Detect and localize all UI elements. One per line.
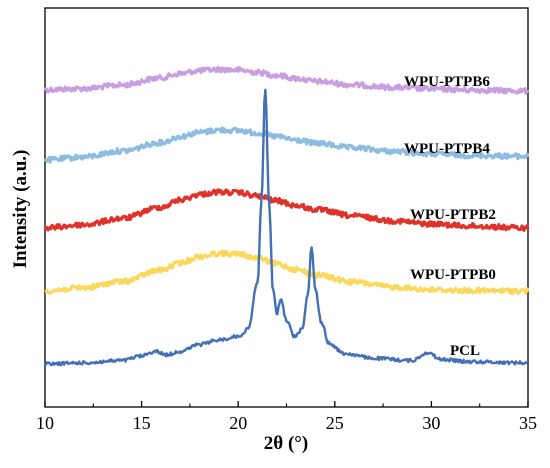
x-tick-label-25: 25 bbox=[326, 413, 344, 433]
series-labels: WPU-PTPB6 WPU-PTPB4 WPU-PTPB2 WPU-PTPB0 PCL bbox=[404, 74, 496, 359]
series-line-pcl bbox=[44, 88, 529, 367]
x-tick-label-30: 30 bbox=[422, 413, 440, 433]
x-axis-title: 2θ (°) bbox=[264, 433, 308, 454]
series-label-wpu-ptpb6: WPU-PTPB6 bbox=[404, 74, 490, 90]
series-line-wpu-ptpb0 bbox=[44, 249, 530, 296]
series-line-wpu-ptpb2 bbox=[43, 188, 530, 232]
series-line-wpu-ptpb4 bbox=[43, 126, 530, 164]
series-label-wpu-ptpb4: WPU-PTPB4 bbox=[404, 141, 490, 157]
series-line-wpu-ptpb6 bbox=[43, 65, 530, 95]
x-tick-label-20: 20 bbox=[229, 413, 247, 433]
series-label-wpu-ptpb0: WPU-PTPB0 bbox=[410, 267, 496, 283]
series-label-wpu-ptpb2: WPU-PTPB2 bbox=[410, 207, 496, 223]
series-label-pcl: PCL bbox=[450, 343, 480, 359]
x-axis-ticks: 10 15 20 25 30 35 bbox=[36, 401, 537, 433]
x-tick-label-10: 10 bbox=[36, 413, 54, 433]
x-tick-label-35: 35 bbox=[519, 413, 537, 433]
series-layer bbox=[43, 65, 530, 367]
x-tick-label-15: 15 bbox=[133, 413, 151, 433]
y-axis-title: Intensity (a.u.) bbox=[10, 150, 31, 269]
